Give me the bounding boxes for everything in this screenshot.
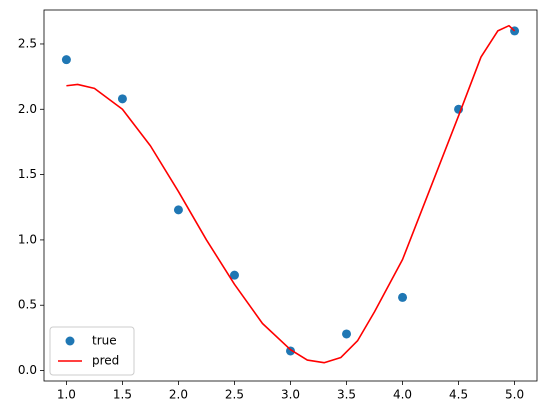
axes-frame [43,9,538,382]
x-tick-label: 3.5 [337,388,356,402]
y-tick-label: 1.0 [18,232,37,246]
point [342,329,352,339]
legend-marker [65,336,75,346]
point [173,205,183,215]
line [66,24,516,364]
y-tick-label: 1.5 [18,167,37,181]
x-tick-label: 2.5 [225,388,244,402]
y-tick-label: 2.0 [18,102,37,116]
point [286,346,295,356]
x-tick-label: 4.5 [449,388,468,402]
point [117,94,127,104]
point [229,270,239,280]
x-tick-label: 1.5 [113,388,132,402]
y-tick-label: 0.0 [18,363,37,377]
y-tick-label: 2.5 [18,36,37,50]
x-tick-label: 4.0 [393,388,412,402]
legend-label: true [92,334,117,348]
x-tick-label: 5.0 [505,388,524,402]
x-tick-label: 2.0 [169,388,188,402]
point [398,292,408,302]
legend-label: pred [92,354,119,368]
y-tick-label: 0.5 [18,298,37,312]
x-tick-label: 3.0 [281,388,300,402]
x-tick-label: 1.0 [57,388,76,402]
point [61,55,71,65]
